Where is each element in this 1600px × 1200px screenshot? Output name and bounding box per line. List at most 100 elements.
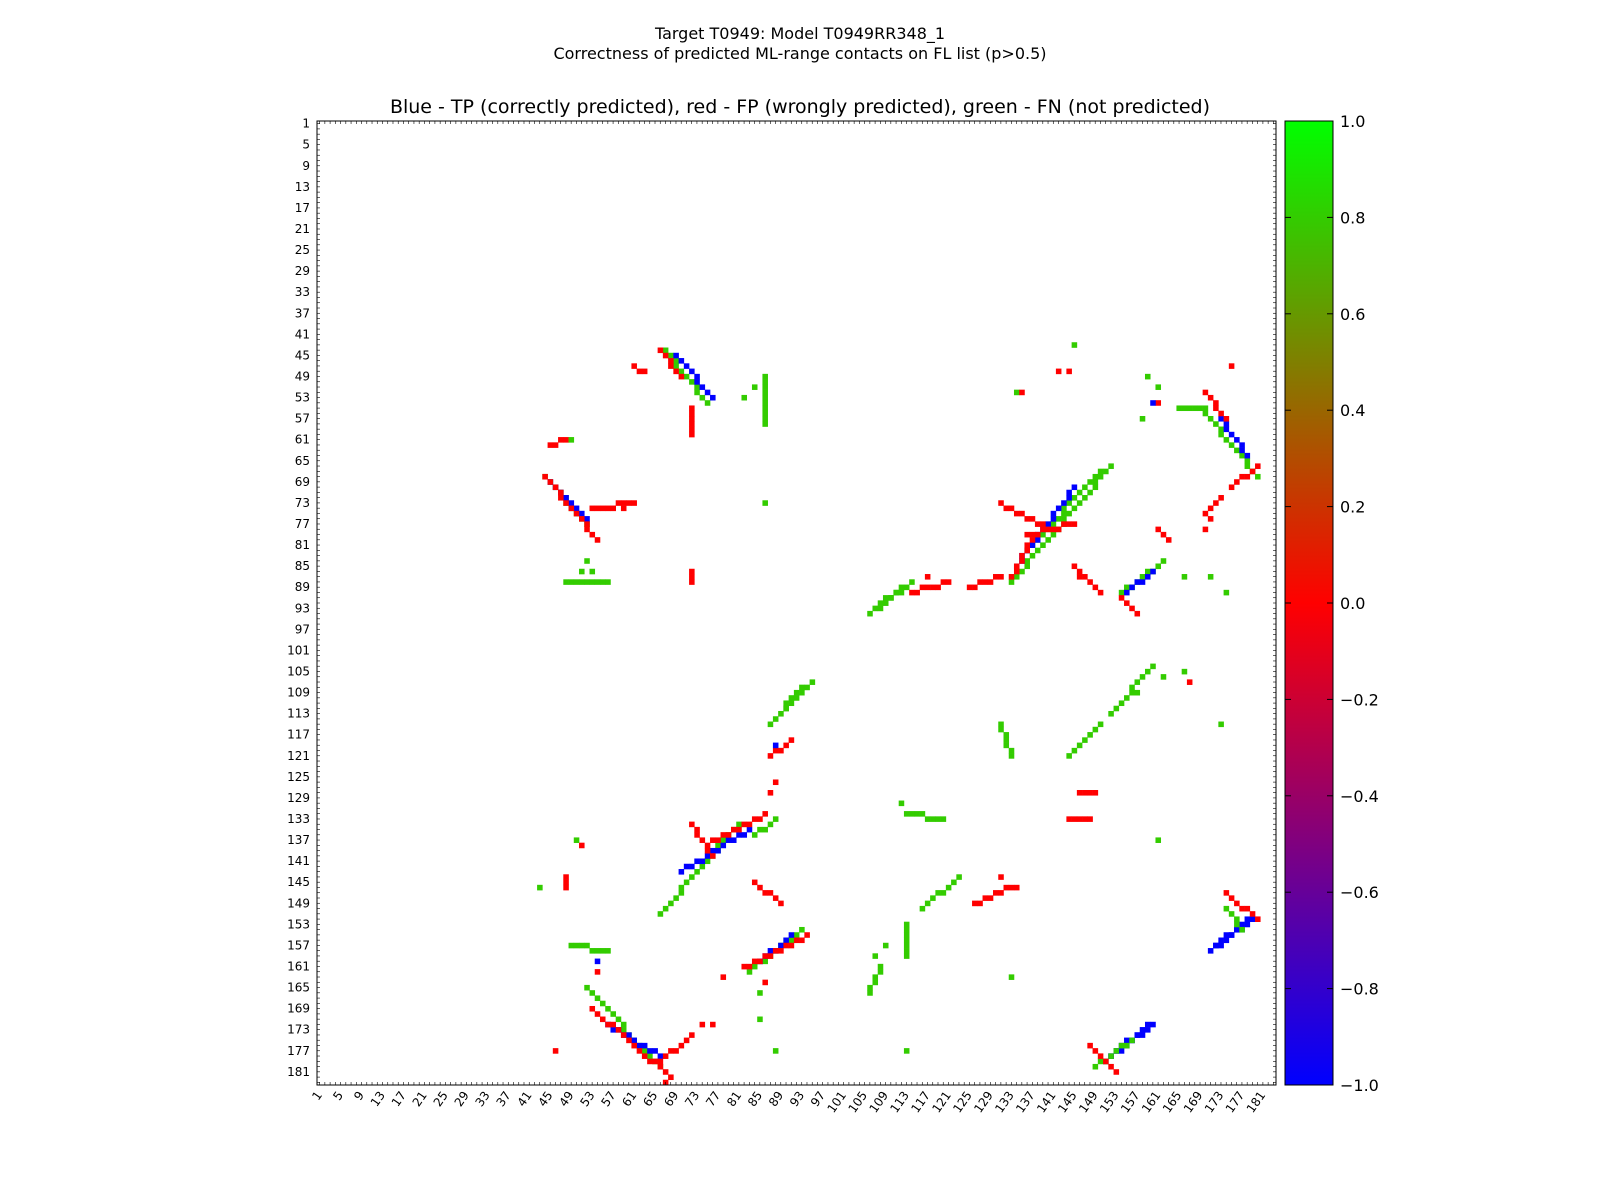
heatmap-cell-tp <box>1124 589 1130 596</box>
heatmap-cell-fn <box>1124 1042 1130 1049</box>
heatmap-cell-fn <box>1092 484 1099 491</box>
heatmap-cell-tp <box>1144 1021 1151 1028</box>
heatmap-cell-tp <box>689 368 695 375</box>
y-tick-label: 13 <box>295 180 310 194</box>
heatmap-cell-tp <box>1249 916 1256 922</box>
heatmap-cell-fn <box>1197 405 1203 412</box>
heatmap-cell-fn <box>1008 974 1015 980</box>
heatmap-cell-fn <box>683 373 690 380</box>
heatmap-cell-tp <box>652 1048 658 1054</box>
y-tick-label: 133 <box>287 812 310 826</box>
heatmap-cell-fp <box>799 937 805 944</box>
heatmap-cell-fn <box>1066 510 1072 517</box>
heatmap-cell-fp <box>1207 505 1214 512</box>
heatmap-cell-fp <box>699 837 706 843</box>
heatmap-cell-fn <box>1087 732 1093 738</box>
heatmap-cell-fp <box>657 1058 664 1065</box>
heatmap-cell-fp <box>673 368 679 375</box>
heatmap-cell-fn <box>1076 500 1083 506</box>
heatmap-cell-fn <box>1181 574 1188 580</box>
heatmap-cell-fn <box>1239 452 1245 459</box>
heatmap-cell-fn <box>1129 684 1135 691</box>
heatmap-cell-fn <box>1103 468 1109 475</box>
heatmap-cell-fp <box>778 747 784 754</box>
heatmap-cell-fn <box>799 926 805 933</box>
heatmap-cell-tp <box>788 932 795 938</box>
heatmap-cell-fp <box>631 1042 637 1049</box>
heatmap-cell-fn <box>1108 463 1114 469</box>
heatmap-cell-tp <box>1118 1048 1125 1054</box>
heatmap-cell-fp <box>1029 531 1036 538</box>
heatmap-cell-fn <box>998 721 1004 728</box>
heatmap-cell-fn <box>1071 342 1078 348</box>
y-tick-label: 9 <box>302 159 310 173</box>
heatmap-cell-tp <box>1244 916 1251 922</box>
heatmap-cell-fp <box>804 932 810 938</box>
heatmap-cell-tp <box>673 352 679 359</box>
heatmap-cell-fn <box>867 990 873 996</box>
heatmap-cell-fp <box>704 842 711 849</box>
heatmap-cell-fn <box>872 974 879 980</box>
heatmap-cell-fn <box>699 394 706 401</box>
heatmap-cell-fn <box>762 415 768 422</box>
heatmap-cell-tp <box>704 389 711 396</box>
heatmap-cell-fn <box>1082 737 1088 743</box>
heatmap-cell-tp <box>694 379 700 385</box>
heatmap-cell-tp <box>710 847 716 854</box>
heatmap-cell-fn <box>1134 679 1141 685</box>
heatmap-cell-fn <box>903 953 910 959</box>
heatmap-cell-fn <box>1087 489 1093 496</box>
heatmap-cell-fp <box>1087 1042 1093 1049</box>
heatmap-cell-fn <box>1202 405 1209 412</box>
heatmap-cell-fn <box>715 842 721 849</box>
heatmap-cell-fp <box>1055 368 1062 375</box>
heatmap-cell-tp <box>699 858 706 865</box>
heatmap-cell-fn <box>1223 437 1230 443</box>
heatmap-cell-fp <box>605 1021 611 1028</box>
heatmap-cell-fn <box>1234 921 1240 928</box>
heatmap-cell-tp <box>1139 1032 1146 1038</box>
heatmap-cell-fn <box>799 689 805 696</box>
heatmap-cell-fp <box>977 900 983 907</box>
heatmap-cell-tp <box>1045 521 1051 527</box>
heatmap-cell-fn <box>1150 663 1156 670</box>
heatmap-cell-tp <box>1134 1032 1141 1038</box>
heatmap-cell-fp <box>657 347 664 354</box>
heatmap-cell-fn <box>599 1000 606 1007</box>
heatmap-cell-fp <box>1255 916 1261 922</box>
heatmap-cell-fp <box>1013 568 1020 575</box>
heatmap-cell-fp <box>1008 884 1015 891</box>
heatmap-cell-tp <box>683 863 690 870</box>
heatmap-cell-fn <box>1118 589 1125 596</box>
heatmap-cell-fn <box>1050 521 1057 527</box>
heatmap-cell-fp <box>563 879 569 886</box>
colorbar-tick-label: −0.6 <box>1340 883 1379 902</box>
heatmap-cell-fn <box>1118 1042 1125 1049</box>
heatmap-cell-fn <box>1019 568 1025 575</box>
heatmap-cell-tp <box>736 832 742 838</box>
heatmap-cell-fp <box>547 442 554 448</box>
heatmap-cell-tp <box>1234 437 1240 443</box>
heatmap-cell-fp <box>599 505 606 512</box>
heatmap-cell-fn <box>909 811 915 817</box>
heatmap-cell-fp <box>668 1048 674 1054</box>
heatmap-cell-fp <box>757 884 763 891</box>
heatmap-cell-fn <box>772 716 779 722</box>
heatmap-cell-fn <box>620 1027 627 1033</box>
heatmap-cell-fp <box>610 505 617 512</box>
heatmap-cell-fp <box>998 874 1004 880</box>
heatmap-cell-fp <box>1092 584 1099 591</box>
heatmap-cell-fp <box>1186 679 1193 685</box>
heatmap-cell-fp <box>1066 521 1072 527</box>
heatmap-cell-fp <box>689 410 695 417</box>
heatmap-cell-fp <box>1019 389 1025 396</box>
heatmap-cell-fp <box>1223 415 1230 422</box>
heatmap-cell-fn <box>573 942 580 949</box>
heatmap-cell-fp <box>1019 552 1025 559</box>
heatmap-cell-fp <box>620 505 627 512</box>
y-tick-label: 53 <box>295 391 310 405</box>
heatmap-cell-fn <box>662 905 669 912</box>
heatmap-cell-tp <box>1244 921 1251 928</box>
heatmap-cell-tp <box>626 1032 632 1038</box>
heatmap-cell-fn <box>877 963 884 970</box>
